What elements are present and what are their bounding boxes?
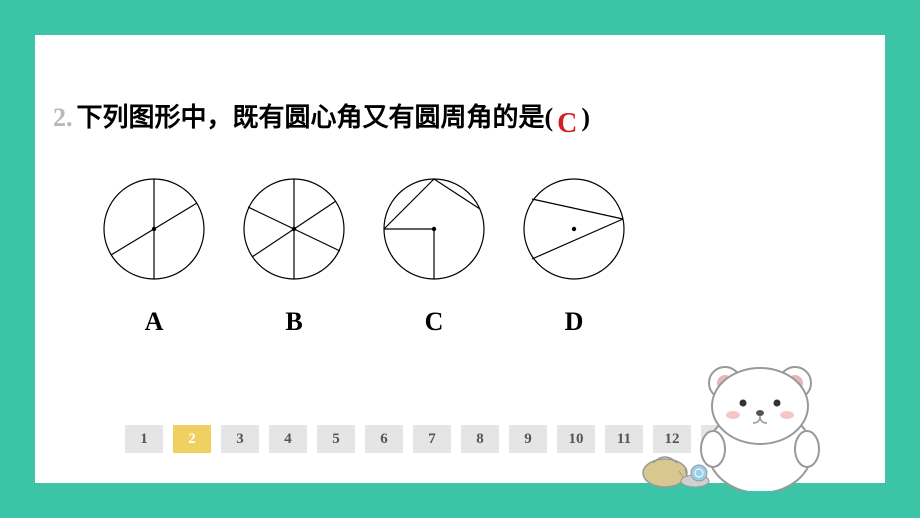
figure-a: A (100, 175, 208, 337)
figure-svg-c (380, 175, 488, 283)
figure-label-a: A (145, 307, 164, 337)
page-button-3[interactable]: 3 (221, 425, 259, 453)
page-button-5[interactable]: 5 (317, 425, 355, 453)
page-button-8[interactable]: 8 (461, 425, 499, 453)
figure-svg-b (240, 175, 348, 283)
page-button-4[interactable]: 4 (269, 425, 307, 453)
page-button-2[interactable]: 2 (173, 425, 211, 453)
content-area: 2. 下列图形中，既有圆心角又有圆周角的是( C ) A B C D 12345678… (35, 35, 885, 483)
answer-letter: C (553, 108, 581, 140)
figures-row: A B C D (100, 175, 628, 337)
figure-label-c: C (425, 307, 444, 337)
question-number: 2. (53, 103, 73, 133)
figure-d: D (520, 175, 628, 337)
mascot-illustration (625, 331, 825, 491)
page-button-10[interactable]: 10 (557, 425, 595, 453)
page-button-6[interactable]: 6 (365, 425, 403, 453)
question-row: 2. 下列图形中，既有圆心角又有圆周角的是( C ) (53, 97, 590, 134)
page-button-1[interactable]: 1 (125, 425, 163, 453)
figure-label-b: B (285, 307, 302, 337)
question-text-before: 下列图形中，既有圆心角又有圆周角的是( (77, 97, 554, 134)
figure-svg-d (520, 175, 628, 283)
page-button-7[interactable]: 7 (413, 425, 451, 453)
figure-label-d: D (565, 307, 584, 337)
page-button-9[interactable]: 9 (509, 425, 547, 453)
figure-c: C (380, 175, 488, 337)
question-text-after: ) (581, 103, 590, 133)
figure-svg-a (100, 175, 208, 283)
figure-b: B (240, 175, 348, 337)
